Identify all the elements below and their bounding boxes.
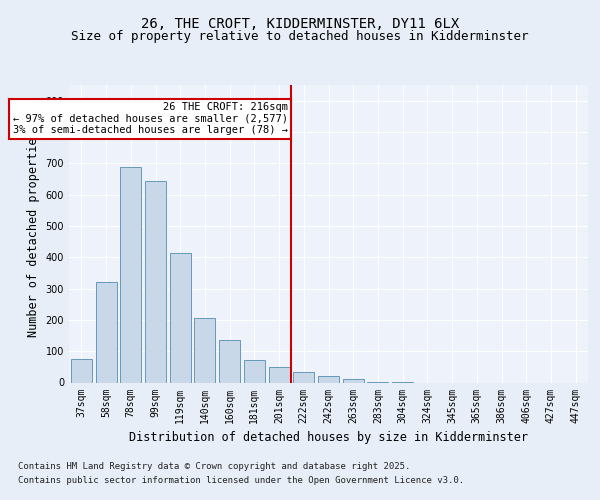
Bar — [269, 368, 290, 382]
Bar — [343, 380, 364, 382]
Text: 26 THE CROFT: 216sqm
← 97% of detached houses are smaller (2,577)
3% of semi-det: 26 THE CROFT: 216sqm ← 97% of detached h… — [13, 102, 288, 136]
Bar — [170, 254, 191, 382]
Text: Size of property relative to detached houses in Kidderminster: Size of property relative to detached ho… — [71, 30, 529, 43]
Bar — [293, 372, 314, 382]
Text: Contains HM Land Registry data © Crown copyright and database right 2025.: Contains HM Land Registry data © Crown c… — [18, 462, 410, 471]
Bar — [120, 167, 141, 382]
Bar — [219, 340, 240, 382]
Bar — [71, 358, 92, 382]
Bar — [318, 376, 339, 382]
Bar — [194, 318, 215, 382]
Y-axis label: Number of detached properties: Number of detached properties — [27, 130, 40, 337]
Bar — [95, 282, 116, 382]
Bar — [244, 360, 265, 382]
Bar — [145, 180, 166, 382]
Text: Contains public sector information licensed under the Open Government Licence v3: Contains public sector information licen… — [18, 476, 464, 485]
X-axis label: Distribution of detached houses by size in Kidderminster: Distribution of detached houses by size … — [129, 431, 528, 444]
Text: 26, THE CROFT, KIDDERMINSTER, DY11 6LX: 26, THE CROFT, KIDDERMINSTER, DY11 6LX — [141, 18, 459, 32]
